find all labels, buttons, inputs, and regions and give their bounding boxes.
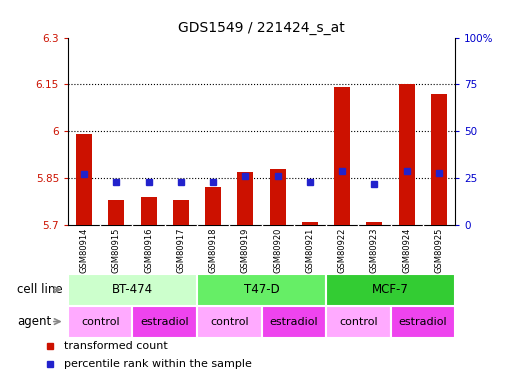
Bar <box>269 169 286 225</box>
Text: GSM80915: GSM80915 <box>112 227 121 273</box>
Bar <box>173 200 189 225</box>
Text: BT-474: BT-474 <box>112 283 153 296</box>
Title: GDS1549 / 221424_s_at: GDS1549 / 221424_s_at <box>178 21 345 35</box>
Bar <box>326 274 455 306</box>
Text: GSM80925: GSM80925 <box>435 227 444 273</box>
Bar <box>366 222 382 225</box>
Text: estradiol: estradiol <box>141 316 189 327</box>
Text: agent: agent <box>17 315 51 328</box>
Text: GSM80919: GSM80919 <box>241 227 250 273</box>
Text: percentile rank within the sample: percentile rank within the sample <box>64 359 252 369</box>
Text: control: control <box>339 316 378 327</box>
Text: GSM80920: GSM80920 <box>273 227 282 273</box>
Bar <box>302 222 318 225</box>
Text: control: control <box>210 316 248 327</box>
Bar <box>197 274 326 306</box>
Bar <box>68 306 132 338</box>
Bar <box>68 274 197 306</box>
Text: estradiol: estradiol <box>399 316 447 327</box>
Text: GSM80922: GSM80922 <box>338 227 347 273</box>
Text: transformed count: transformed count <box>64 341 167 351</box>
Bar <box>262 306 326 338</box>
Bar <box>108 200 124 225</box>
Text: MCF-7: MCF-7 <box>372 283 409 296</box>
Text: GSM80921: GSM80921 <box>305 227 314 273</box>
Bar <box>237 172 254 225</box>
Text: GSM80923: GSM80923 <box>370 227 379 273</box>
Bar <box>391 306 455 338</box>
Text: GSM80917: GSM80917 <box>176 227 185 273</box>
Bar <box>205 188 221 225</box>
Text: GSM80916: GSM80916 <box>144 227 153 273</box>
Bar <box>326 306 391 338</box>
Bar <box>431 94 447 225</box>
Text: T47-D: T47-D <box>244 283 279 296</box>
Bar <box>141 197 157 225</box>
Text: estradiol: estradiol <box>269 316 318 327</box>
Text: GSM80918: GSM80918 <box>209 227 218 273</box>
Text: GSM80914: GSM80914 <box>79 227 88 273</box>
Bar <box>76 134 92 225</box>
Text: control: control <box>81 316 120 327</box>
Bar <box>334 87 350 225</box>
Bar <box>399 84 415 225</box>
Bar <box>197 306 262 338</box>
Bar <box>132 306 197 338</box>
Text: cell line: cell line <box>17 283 63 296</box>
Text: GSM80924: GSM80924 <box>402 227 411 273</box>
